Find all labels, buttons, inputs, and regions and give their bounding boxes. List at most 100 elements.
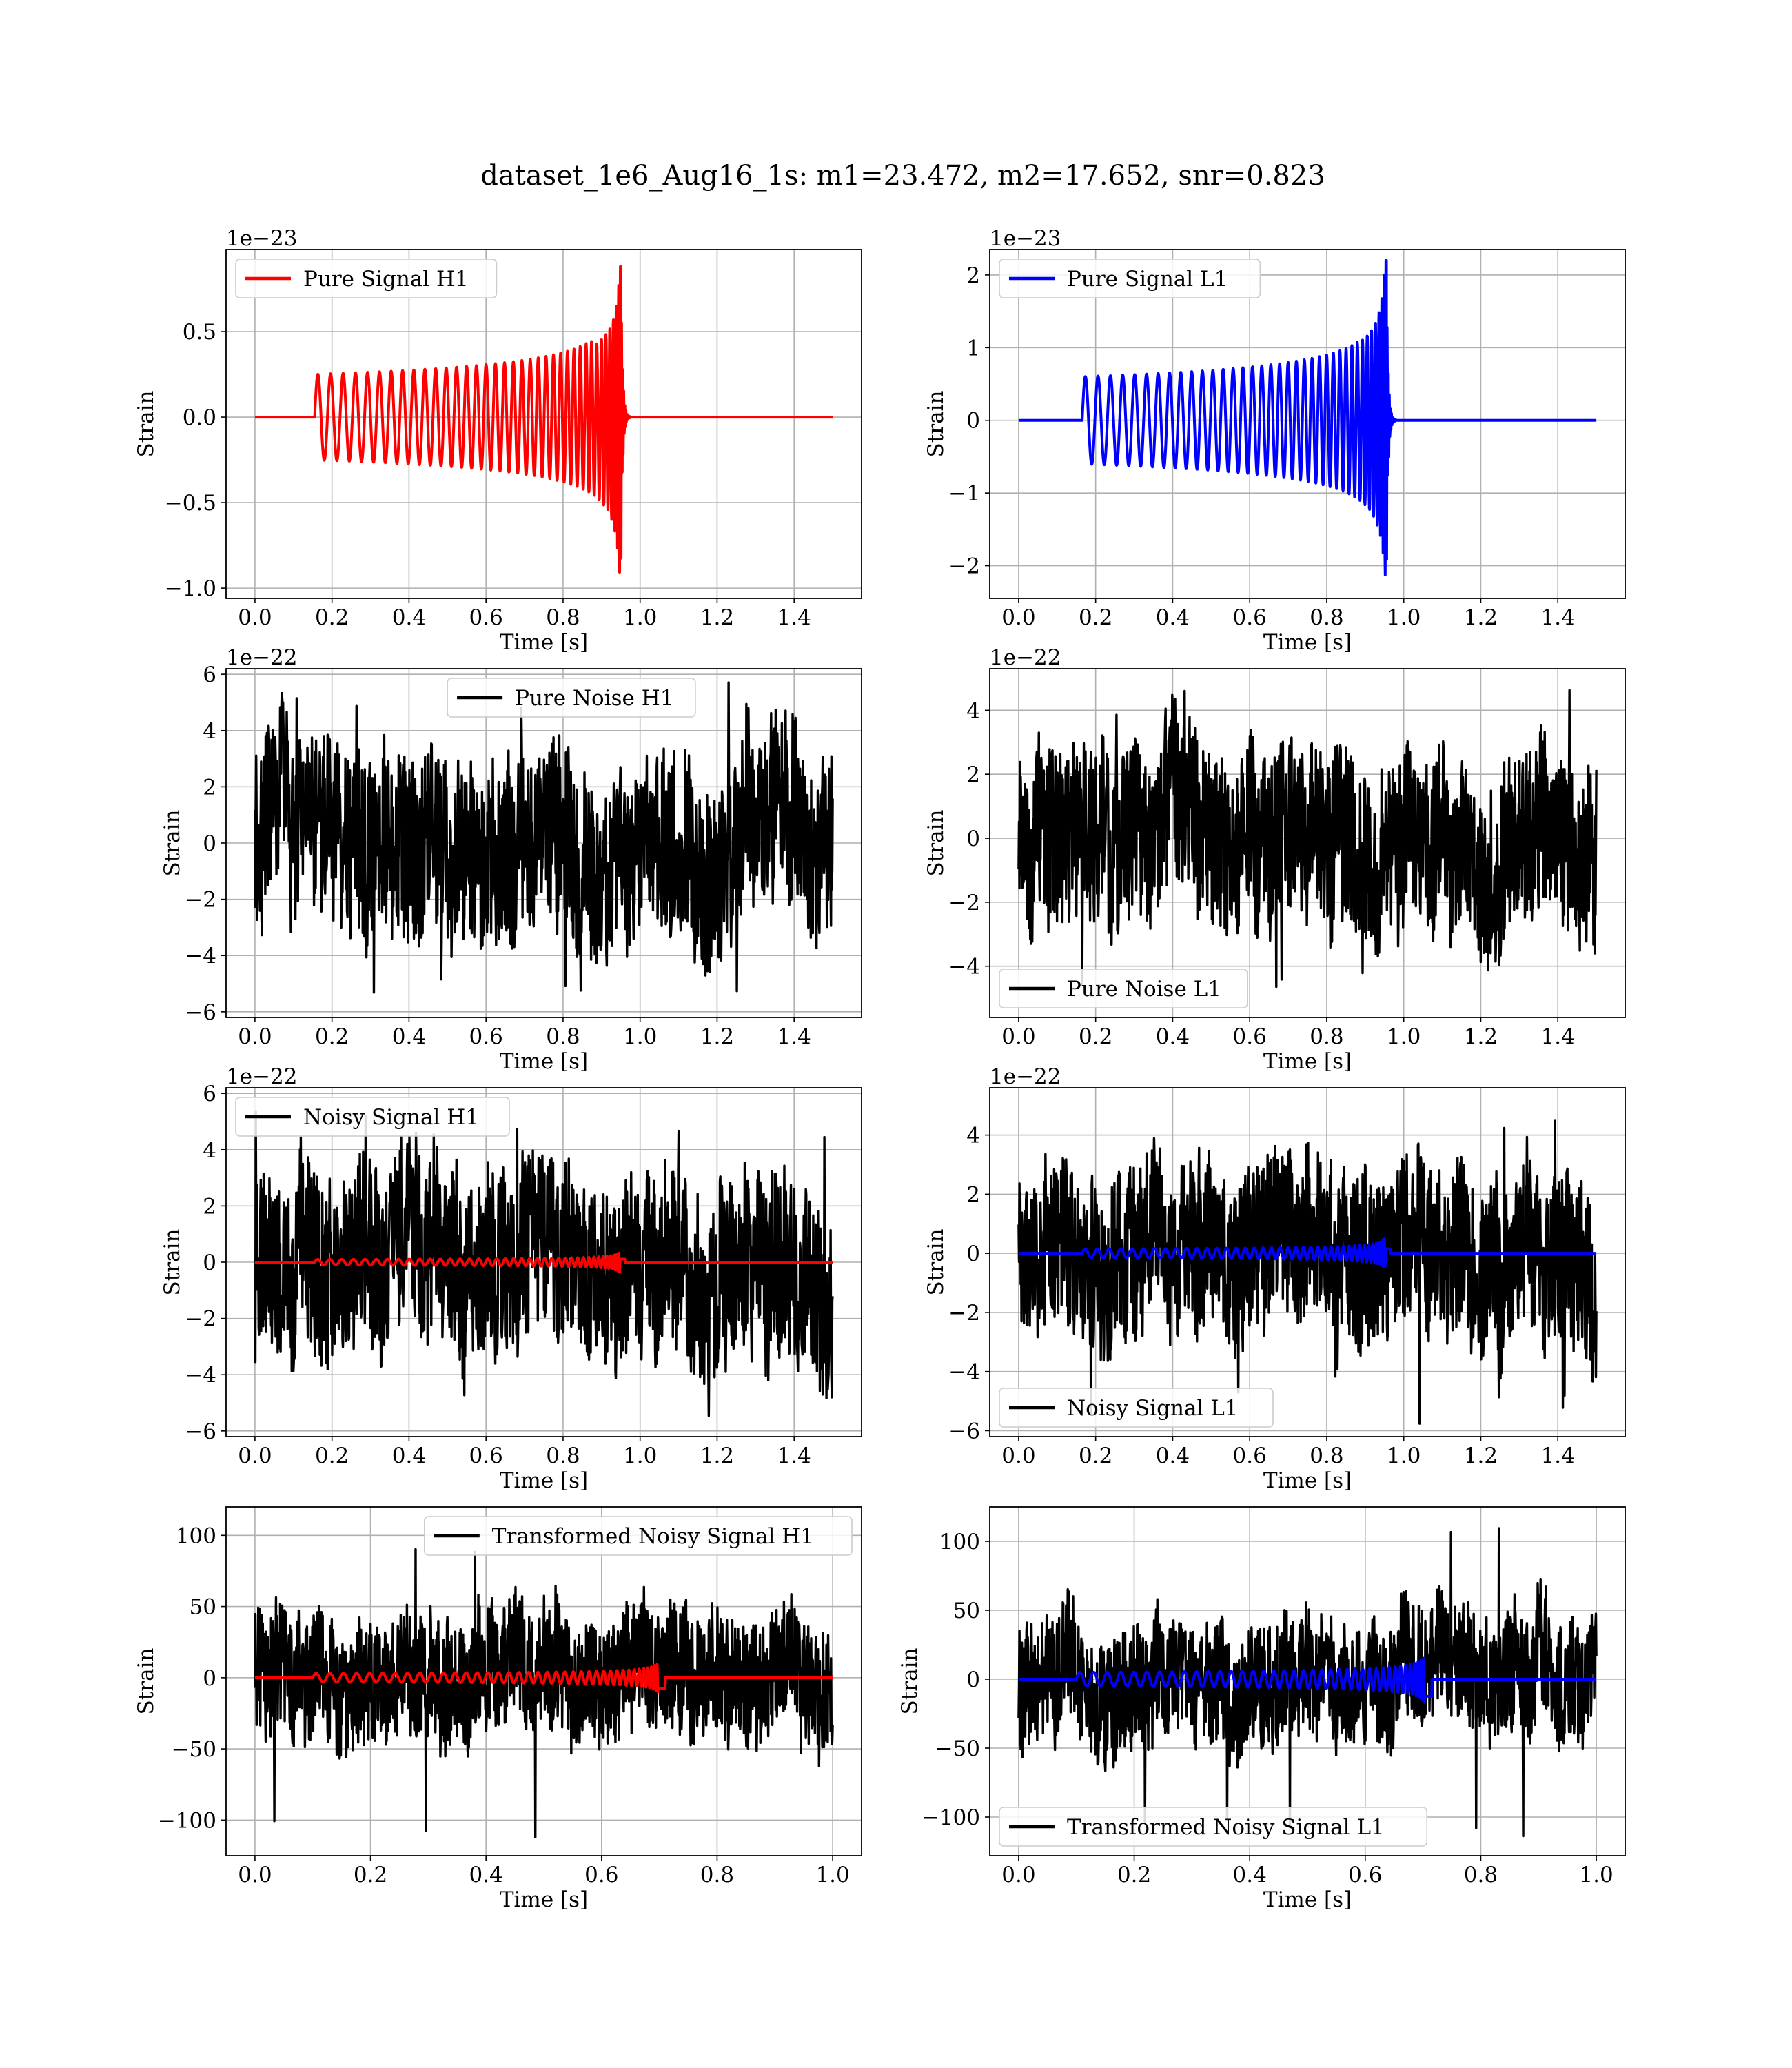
x-tick-label: 0.2 [1079, 1443, 1112, 1468]
x-tick-label: 0.0 [1001, 1863, 1035, 1887]
x-tick-label: 1.2 [1464, 605, 1498, 630]
legend: Pure Noise H1 [447, 678, 696, 718]
legend-label: Pure Noise L1 [1067, 977, 1221, 1002]
x-tick-label: 0.8 [700, 1863, 734, 1887]
y-tick-label: 0 [966, 827, 980, 851]
legend: Transformed Noisy Signal L1 [999, 1807, 1428, 1847]
x-tick-label: 0.6 [1233, 605, 1267, 630]
x-tick-label: 1.0 [1579, 1863, 1613, 1887]
axes-pure-noise-l1: 0.0 0.2 0.4 0.6 0.8 1.0 1.2 1.4 −4 −2 0 2 4 1e−22 Time… [924, 645, 1626, 1074]
x-tick-label: 1.4 [1541, 1024, 1575, 1049]
legend-label: Transformed Noisy Signal L1 [1067, 1815, 1385, 1840]
plot-area [1017, 259, 1598, 576]
x-tick-label: 0.2 [354, 1863, 387, 1887]
series-line-pure-signal-l1 [1017, 259, 1598, 576]
y-tick-label: −2 [185, 1307, 216, 1332]
x-axis-label: Time [s] [1263, 1468, 1352, 1493]
y-axis-label: Strain [134, 1648, 159, 1715]
x-tick-label: 0.2 [1079, 1024, 1112, 1049]
x-tick-label: 0.6 [584, 1863, 618, 1887]
axes-noisy-signal-l1: 0.0 0.2 0.4 0.6 0.8 1.0 1.2 1.4 −6 −4 −2 0 2 4 1e−22 Ti… [924, 1064, 1626, 1493]
x-tick-label: 1.2 [700, 605, 734, 630]
x-tick-label: 1.2 [1464, 1443, 1498, 1468]
axis-offset-text: 1e−22 [990, 645, 1061, 670]
y-tick-label: 0 [203, 1250, 216, 1275]
axes-frame [225, 1506, 862, 1856]
y-tick-label: 6 [203, 1082, 216, 1106]
x-tick-label: 0.2 [315, 1024, 349, 1049]
x-tick-label: 1.0 [815, 1863, 849, 1887]
y-tick-label: −100 [158, 1808, 216, 1833]
y-tick-label: −2 [185, 888, 216, 913]
series-line-pure-signal-h1 [254, 265, 834, 574]
x-tick-label: 0.6 [469, 1443, 503, 1468]
y-tick-label: 2 [203, 1194, 216, 1219]
y-tick-label: −100 [922, 1805, 980, 1830]
y-tick-label: 50 [953, 1599, 980, 1623]
legend: Noisy Signal H1 [235, 1097, 510, 1137]
x-tick-label: 0.2 [1079, 605, 1112, 630]
signal-overlay-transformed-h1 [254, 1663, 834, 1694]
y-tick-label: −0.5 [165, 491, 216, 516]
axes-transformed-h1: 0.0 0.2 0.4 0.6 0.8 1.0 −100 −50 0 50 100 Time [s] S… [134, 1506, 862, 1912]
axes-frame [225, 668, 862, 1018]
legend-box [999, 1807, 1428, 1847]
y-tick-label: −1 [948, 481, 980, 506]
x-tick-label: 1.0 [1387, 1024, 1421, 1049]
legend-box [235, 1097, 510, 1137]
x-tick-label: 0.0 [1001, 1443, 1035, 1468]
plot-area [1017, 689, 1598, 989]
y-tick-label: −4 [948, 1360, 980, 1385]
y-tick-label: 1 [966, 336, 980, 361]
y-tick-label: −2 [948, 1301, 980, 1326]
legend: Pure Signal L1 [999, 258, 1261, 298]
x-tick-label: 0.8 [1310, 605, 1343, 630]
y-tick-label: 0 [966, 409, 980, 434]
y-tick-label: −6 [185, 1419, 216, 1444]
legend-label: Noisy Signal H1 [303, 1105, 479, 1130]
x-tick-label: 0.0 [238, 1863, 272, 1887]
x-tick-label: 0.0 [238, 1443, 272, 1468]
x-tick-label: 0.2 [315, 1443, 349, 1468]
y-tick-label: −50 [172, 1737, 216, 1762]
x-tick-label: 1.4 [1541, 1443, 1575, 1468]
y-axis-label: Strain [160, 810, 185, 877]
series-line-transformed-l1 [1017, 1527, 1598, 1838]
x-tick-label: 0.6 [469, 1024, 503, 1049]
y-tick-label: −4 [948, 955, 980, 980]
y-axis-label: Strain [924, 810, 948, 877]
series-line-noisy-signal-h1 [254, 1110, 834, 1417]
x-tick-label: 0.6 [1233, 1024, 1267, 1049]
x-axis-label: Time [s] [500, 1887, 588, 1912]
axes-pure-signal-l1: 0.0 0.2 0.4 0.6 0.8 1.0 1.2 1.4 −2 −1 0 1 2 1e−23 Time… [924, 226, 1626, 655]
x-tick-label: 0.0 [1001, 605, 1035, 630]
axis-offset-text: 1e−22 [226, 1064, 298, 1089]
plot-area [254, 1548, 834, 1839]
x-tick-label: 1.0 [1387, 1443, 1421, 1468]
legend-label: Transformed Noisy Signal H1 [492, 1524, 814, 1549]
x-tick-label: 1.0 [623, 605, 657, 630]
y-tick-label: 4 [203, 1138, 216, 1163]
x-tick-label: 0.2 [1117, 1863, 1151, 1887]
figure-title: dataset_1e6_Aug16_1s: m1=23.472, m2=17.6… [480, 160, 1325, 192]
plot-area [254, 681, 834, 994]
x-tick-label: 0.6 [1233, 1443, 1267, 1468]
x-tick-label: 1.4 [777, 1024, 811, 1049]
y-tick-label: −6 [185, 1000, 216, 1025]
x-tick-label: 0.6 [1348, 1863, 1382, 1887]
signal-overlay-noisy-signal-h1 [254, 1251, 834, 1274]
x-tick-label: 0.8 [1464, 1863, 1498, 1887]
x-axis-label: Time [s] [500, 1468, 588, 1493]
axes-frame [989, 249, 1626, 599]
legend: Transformed Noisy Signal H1 [423, 1516, 853, 1556]
legend-box [999, 969, 1248, 1008]
series-line-pure-noise-h1 [254, 681, 834, 994]
x-tick-label: 0.4 [392, 1443, 426, 1468]
plot-area [1017, 1119, 1598, 1425]
x-tick-label: 1.0 [623, 1443, 657, 1468]
x-tick-label: 0.8 [546, 1024, 580, 1049]
x-axis-label: Time [s] [1263, 630, 1352, 655]
y-tick-label: 4 [966, 1124, 980, 1148]
plot-area [1017, 1527, 1598, 1838]
